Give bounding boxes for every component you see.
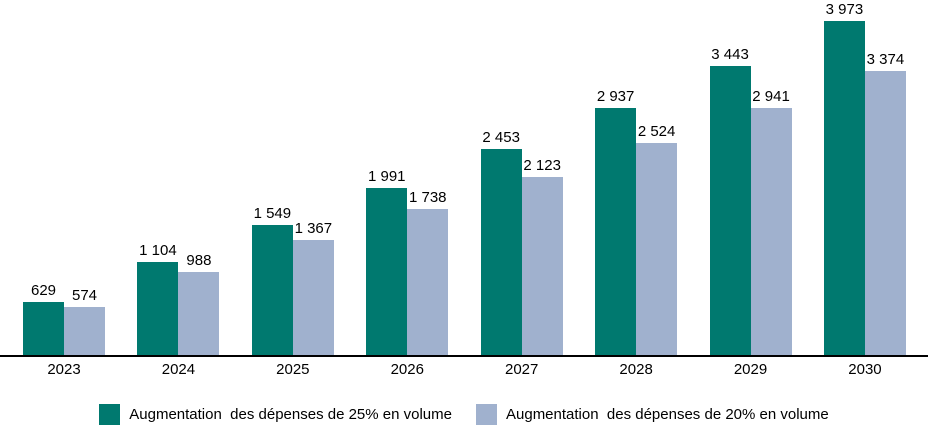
bar <box>292 240 334 355</box>
bar <box>366 188 408 355</box>
bar <box>595 108 637 355</box>
bar-value-label: 988 <box>186 252 212 269</box>
bar-group: 629 574 <box>23 282 105 355</box>
x-tick-label: 2028 <box>619 361 653 378</box>
bar-value-label: 574 <box>71 287 98 304</box>
bar-value-label: 1 549 <box>253 205 292 222</box>
x-tick-label: 2024 <box>161 361 196 378</box>
legend-item: Augmentation des dépenses de 25% en volu… <box>99 404 452 425</box>
legend-item: Augmentation des dépenses de 20% en volu… <box>476 404 829 425</box>
bar <box>864 71 906 355</box>
bar-column: 1 367 <box>292 220 334 355</box>
bar-value-label: 1 991 <box>367 168 406 185</box>
bar-column: 3 973 <box>823 1 865 355</box>
bar <box>23 302 64 355</box>
x-tick-label: 2025 <box>276 361 310 378</box>
bar-column: 988 <box>178 252 220 355</box>
bar-column: 574 <box>64 287 105 355</box>
bar <box>521 177 563 355</box>
bar <box>407 209 449 355</box>
bar-column: 1 991 <box>366 168 408 355</box>
bar-value-label: 629 <box>30 282 57 299</box>
bar-value-label: 1 367 <box>294 220 333 237</box>
bar-group: 3 973 3 374 <box>823 1 906 355</box>
bar-value-label: 1 104 <box>139 242 177 259</box>
bar-column: 2 123 <box>521 157 563 355</box>
bar <box>251 225 293 355</box>
x-axis-labels: 2023 2024 2025 2026 2027 2028 2029 2030 <box>0 361 928 378</box>
bar <box>636 143 678 355</box>
bar-value-label: 2 937 <box>596 88 635 105</box>
x-tick-label: 2023 <box>47 361 81 378</box>
bar <box>750 108 792 355</box>
bar-group: 1 549 1 367 <box>251 205 334 355</box>
bar-column: 2 524 <box>636 123 678 355</box>
bar-value-label: 3 973 <box>825 1 864 18</box>
bar-group: 1 104 988 <box>137 242 220 355</box>
plot-area: 629 574 1 104 988 1 549 1 367 1 991 1 738 2 453 2… <box>0 1 928 357</box>
bar <box>709 66 751 355</box>
bar <box>823 21 865 355</box>
x-tick-label: 2029 <box>733 361 768 378</box>
bar-value-label: 2 453 <box>482 129 520 146</box>
legend-swatch <box>99 404 121 425</box>
bar <box>178 272 220 355</box>
x-tick-label: 2026 <box>390 361 424 378</box>
bar-group: 2 937 2 524 <box>595 88 678 355</box>
bar-value-label: 2 524 <box>637 123 676 140</box>
bar-group: 2 453 2 123 <box>480 129 563 355</box>
bar-group: 1 991 1 738 <box>366 168 449 355</box>
bar-group: 3 443 2 941 <box>709 46 792 355</box>
legend-label: Augmentation des dépenses de 25% en volu… <box>129 406 452 423</box>
legend: Augmentation des dépenses de 25% en volu… <box>0 404 928 425</box>
x-tick-label: 2027 <box>505 361 539 378</box>
bar <box>137 262 179 355</box>
bar-column: 1 738 <box>407 189 449 355</box>
bar-column: 2 453 <box>480 129 522 355</box>
bar-column: 2 941 <box>750 88 792 355</box>
bar-column: 3 374 <box>864 51 906 355</box>
legend-swatch <box>476 404 497 425</box>
bar <box>64 307 105 355</box>
bar-column: 3 443 <box>709 46 751 355</box>
bar-column: 629 <box>23 282 64 355</box>
bar-value-label: 2 941 <box>752 88 790 105</box>
bar-value-label: 3 443 <box>711 46 749 63</box>
bar-value-label: 1 738 <box>408 189 447 206</box>
bar <box>480 149 522 355</box>
legend-label: Augmentation des dépenses de 20% en volu… <box>506 406 829 423</box>
bar-value-label: 2 123 <box>523 157 561 174</box>
bar-column: 2 937 <box>595 88 637 355</box>
bar-value-label: 3 374 <box>866 51 905 68</box>
bar-column: 1 549 <box>251 205 293 355</box>
bar-column: 1 104 <box>137 242 179 355</box>
x-tick-label: 2030 <box>848 361 882 378</box>
